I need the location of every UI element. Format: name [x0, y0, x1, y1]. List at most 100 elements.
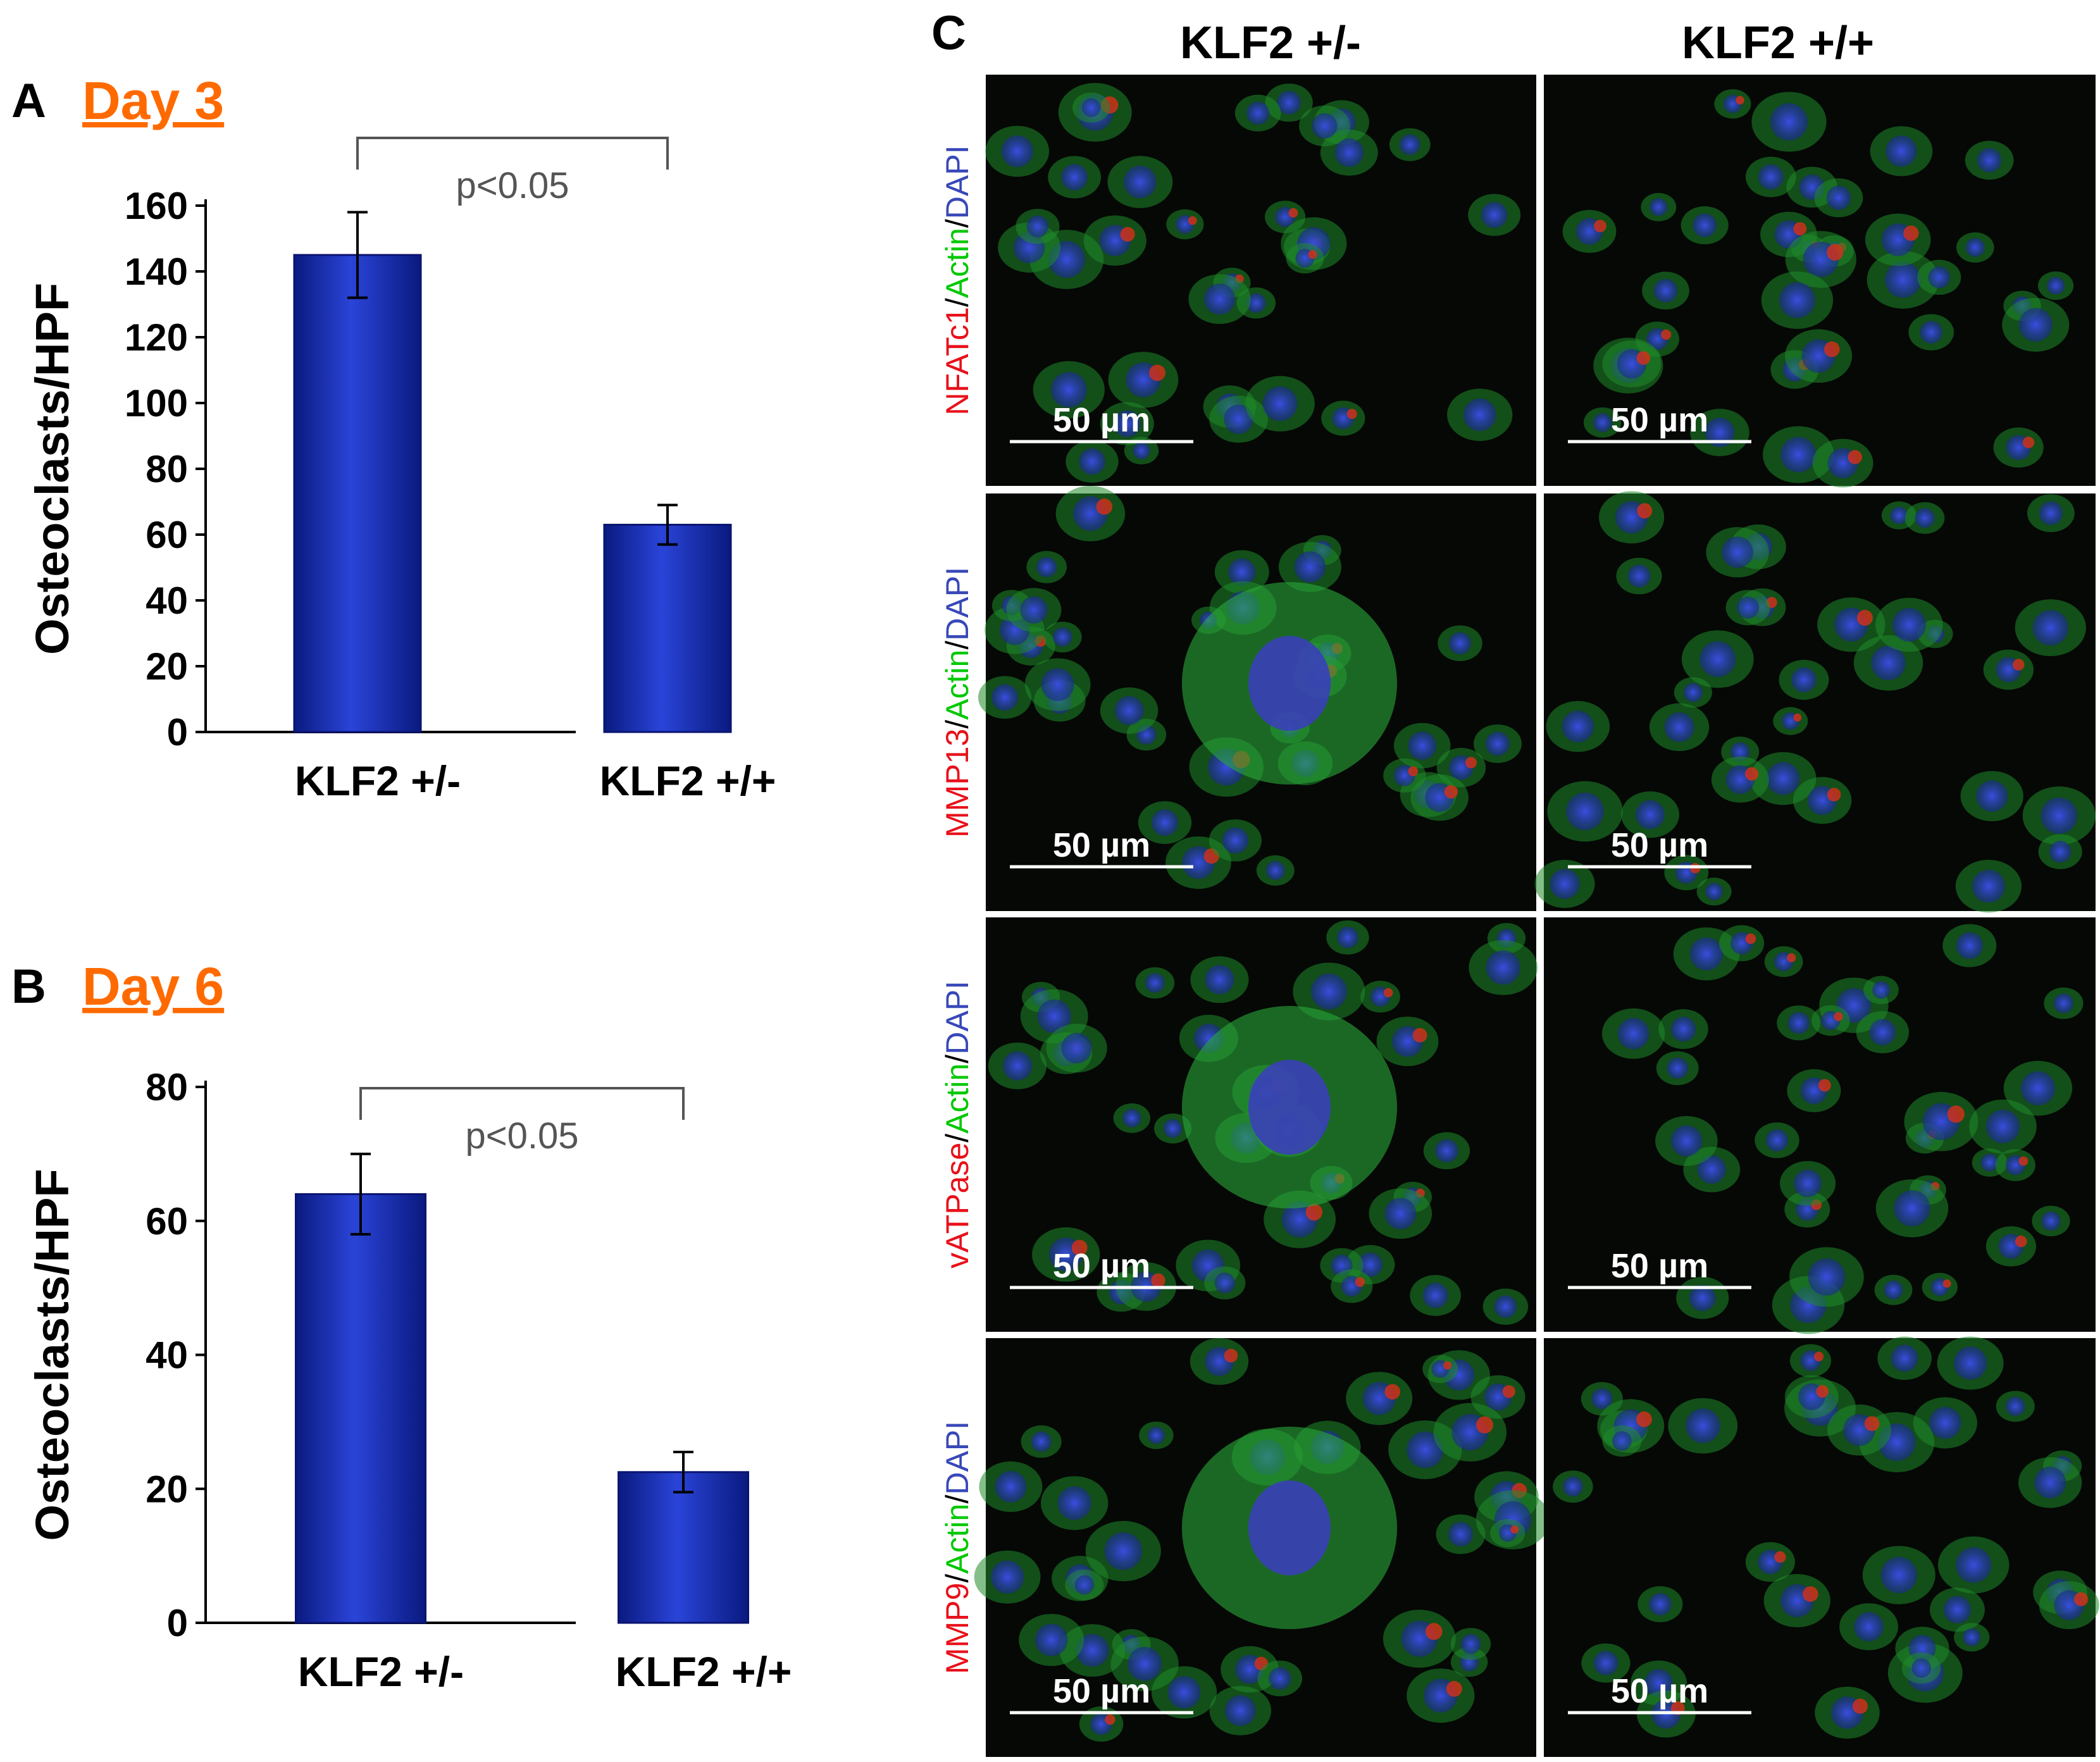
- cell-nucleus: [1358, 1252, 1383, 1277]
- cell-marker: [1149, 364, 1166, 382]
- cell-nucleus: [1779, 282, 1815, 318]
- cell-nucleus: [1147, 1427, 1165, 1444]
- cell-marker: [2018, 1156, 2029, 1166]
- cell-nucleus: [1053, 627, 1072, 647]
- cell-marker: [1793, 222, 1807, 236]
- column-header-het: KLF2 +/-: [1180, 18, 1361, 68]
- cell-nucleus: [1794, 1169, 1822, 1198]
- cell-nucleus: [1980, 1153, 1999, 1172]
- stain-dapi-name: DAPI: [940, 567, 975, 641]
- panel-a: A Day 3 Osteoclasts/HPF 0 20 40 60 80 100 120 14…: [11, 71, 776, 804]
- cell-nucleus: [1699, 641, 1736, 678]
- cell-nucleus: [1036, 557, 1057, 578]
- cell-nucleus: [1911, 1658, 1931, 1678]
- cell-marker: [1834, 1012, 1843, 1022]
- scale-bar-label: 50 µm: [1611, 1247, 1708, 1285]
- cell-nucleus: [1104, 1532, 1143, 1570]
- panel-a-letter: A: [11, 74, 46, 128]
- cell-nucleus: [1167, 1676, 1201, 1709]
- cell-marker: [1510, 1525, 1519, 1534]
- osteoclast-nucleus: [1248, 1480, 1331, 1575]
- cell-nucleus: [1689, 937, 1724, 971]
- cell-marker: [1744, 767, 1759, 781]
- cell-nucleus: [1435, 1139, 1458, 1163]
- cell-nucleus: [1685, 1408, 1720, 1444]
- cell-nucleus: [1976, 780, 2008, 812]
- cell-nucleus: [1693, 213, 1717, 237]
- cell-nucleus: [1486, 950, 1520, 985]
- stain-dapi-name: DAPI: [940, 1421, 975, 1495]
- cell-nucleus: [1956, 932, 1984, 959]
- cell-nucleus: [1269, 1667, 1291, 1690]
- cell-marker: [1853, 1698, 1868, 1714]
- scale-bar-label: 50 µm: [1053, 1247, 1150, 1285]
- chart-b-p-value: p<0.05: [465, 1115, 578, 1157]
- cell-nucleus: [1885, 261, 1922, 298]
- cell-nucleus: [1205, 965, 1234, 995]
- chart-a-y-tick-label: 160: [125, 185, 188, 227]
- cell-nucleus: [1151, 809, 1179, 836]
- cell-marker: [1446, 1680, 1462, 1697]
- micrograph-r1-c2: 50 µm: [1544, 75, 2096, 488]
- cell-nucleus: [1892, 607, 1926, 642]
- scale-bar-label: 50 µm: [1611, 401, 1708, 439]
- cell-marker: [1827, 244, 1844, 261]
- cell-nucleus: [1224, 404, 1253, 434]
- cell-nucleus: [1826, 185, 1851, 210]
- cell-nucleus: [1061, 164, 1088, 191]
- cell-marker: [1412, 1027, 1427, 1043]
- cell-nucleus: [1593, 1651, 1618, 1675]
- cell-marker: [1818, 1079, 1831, 1092]
- cell-nucleus: [1636, 800, 1665, 829]
- cell-nucleus: [2005, 1396, 2025, 1417]
- chart-b-y-axis-title: Osteoclasts/HPF: [26, 1169, 78, 1541]
- cell-nucleus: [1041, 668, 1074, 702]
- cell-nucleus: [1563, 1476, 1583, 1497]
- cell-nucleus: [1664, 712, 1694, 742]
- cell-nucleus: [1566, 792, 1604, 831]
- cell-nucleus: [990, 1560, 1024, 1594]
- cell-nucleus: [1808, 1258, 1846, 1296]
- cell-marker: [2074, 1592, 2089, 1606]
- cell-marker: [1824, 341, 1840, 357]
- cell-nucleus: [1114, 696, 1144, 726]
- cell-marker: [1803, 1586, 1818, 1602]
- cell-nucleus: [1617, 1017, 1650, 1050]
- cell-nucleus: [2018, 307, 2053, 342]
- stain-separator: /: [940, 1055, 975, 1064]
- cell-marker: [1787, 953, 1796, 962]
- cell-nucleus: [1485, 731, 1510, 756]
- cell-marker: [2022, 437, 2035, 449]
- cell-marker: [1120, 226, 1135, 242]
- cell-nucleus: [1061, 1033, 1092, 1064]
- cell-nucleus: [1074, 1575, 1095, 1595]
- stain-label-row-2: MMP13/Actin/DAPI: [940, 567, 975, 838]
- cell-nucleus: [1133, 442, 1150, 459]
- cell-nucleus: [1312, 113, 1338, 139]
- cell-nucleus: [1246, 101, 1270, 125]
- cell-nucleus: [1114, 410, 1141, 437]
- cell-marker: [1476, 1416, 1493, 1434]
- micrograph-r3-c2: 50 µm: [1544, 917, 2096, 1334]
- stain-separator: /: [940, 1495, 975, 1504]
- cell-nucleus: [1277, 90, 1302, 115]
- cell-nucleus: [1310, 973, 1347, 1010]
- cell-nucleus: [1650, 198, 1668, 216]
- cell-nucleus: [1670, 1016, 1696, 1042]
- cell-nucleus: [1384, 1198, 1417, 1230]
- stain-separator: /: [940, 219, 975, 228]
- cell-nucleus: [2053, 993, 2073, 1014]
- cell-marker: [1827, 788, 1841, 802]
- panel-b-letter: B: [11, 960, 46, 1014]
- cell-nucleus: [1872, 981, 1890, 999]
- cell-nucleus: [1683, 683, 1703, 702]
- cell-nucleus: [1894, 1190, 1930, 1227]
- cell-marker: [1096, 499, 1113, 515]
- cell-nucleus: [1886, 135, 1917, 167]
- cell-marker: [1856, 609, 1873, 626]
- stain-actin-name: Actin: [940, 1064, 975, 1134]
- cell-nucleus: [1408, 731, 1437, 760]
- scale-bar-label: 50 µm: [1611, 1672, 1708, 1710]
- cell-marker: [2015, 1235, 2027, 1248]
